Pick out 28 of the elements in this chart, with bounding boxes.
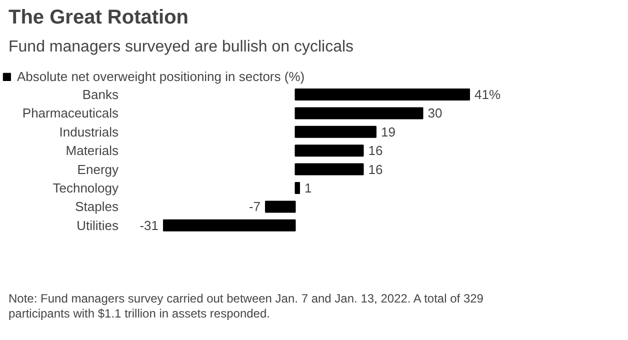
y-tick-label: Industrials bbox=[59, 124, 119, 140]
data-label: 16 bbox=[368, 143, 383, 158]
data-label: -31 bbox=[140, 218, 159, 233]
chart-subtitle: Fund managers surveyed are bullish on cyclicals bbox=[8, 38, 354, 56]
data-label: -7 bbox=[248, 199, 261, 214]
bar bbox=[294, 182, 300, 194]
bar bbox=[294, 163, 364, 176]
bar bbox=[294, 126, 376, 138]
chart-title: The Great Rotation bbox=[8, 6, 189, 28]
y-tick-label: Staples bbox=[75, 199, 119, 214]
y-tick-label: Pharmaceuticals bbox=[22, 106, 119, 121]
data-label: 16 bbox=[368, 162, 383, 177]
y-tick-label: Technology bbox=[52, 180, 119, 196]
y-tick-label: Banks bbox=[82, 87, 119, 102]
bar bbox=[294, 88, 470, 100]
legend-label: Absolute net overweight positioning in sectors (%) bbox=[17, 69, 305, 84]
bar bbox=[265, 200, 296, 213]
y-tick-label: Energy bbox=[77, 162, 119, 177]
y-tick-label: Utilities bbox=[76, 218, 119, 233]
data-label: 19 bbox=[381, 124, 396, 140]
data-label: 41% bbox=[474, 87, 501, 102]
text: Note: Fund managers survey carried out between Jan. 7 and Jan. 13, 2022. A total of 329 participants with $1.1 trillion in assets responded. bbox=[8, 292, 484, 320]
data-label: 1 bbox=[304, 180, 312, 196]
bar bbox=[163, 219, 296, 232]
bar bbox=[294, 144, 364, 157]
data-label: 30 bbox=[428, 106, 442, 121]
y-tick-label: Materials bbox=[66, 143, 119, 158]
bar bbox=[294, 107, 424, 120]
